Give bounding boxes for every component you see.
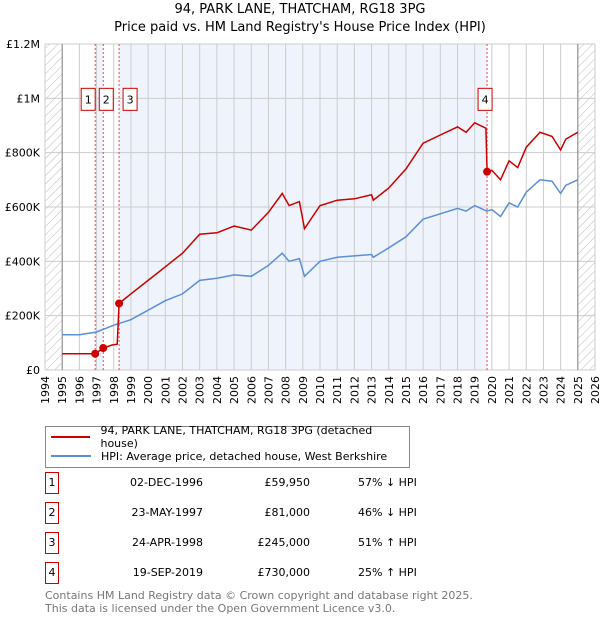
sale-marker: 1 — [45, 472, 59, 494]
y-tick-label: £0 — [26, 364, 40, 377]
chart-title: 94, PARK LANE, THATCHAM, RG18 3PG — [174, 2, 426, 17]
x-tick-label: 2008 — [280, 376, 293, 404]
y-tick-label: £1M — [17, 92, 41, 105]
sale-point — [483, 167, 492, 176]
sale-label: 1 — [85, 93, 92, 106]
x-tick-label: 2026 — [589, 376, 600, 404]
x-tick-label: 2007 — [262, 376, 275, 404]
sale-label-box — [80, 87, 96, 111]
x-tick-label: 1995 — [56, 376, 69, 404]
legend: 94, PARK LANE, THATCHAM, RG18 3PG (detac… — [45, 424, 410, 468]
legend-label: 94, PARK LANE, THATCHAM, RG18 3PG (detac… — [100, 424, 373, 450]
x-tick-label: 2005 — [228, 376, 241, 404]
price-chart: 1994 1995 1996 1997 1998 1999 2000 2001 2002 2003… — [5, 38, 600, 404]
legend-swatch-blue — [51, 455, 91, 457]
sale-marker: 3 — [45, 532, 59, 554]
x-tick-label: 2017 — [434, 376, 447, 404]
x-tick-label: 2021 — [503, 376, 516, 404]
x-tick-label: 2025 — [572, 376, 585, 404]
sale-row: 3 24-APR-1998 £245,000 51% ↑ HPI — [45, 532, 445, 554]
x-tick-label: 2006 — [245, 376, 258, 404]
x-tick-label: 2022 — [520, 376, 533, 404]
sale-price: £81,000 — [264, 506, 311, 519]
y-tick-label: £400K — [5, 255, 41, 268]
x-tick-label: 2019 — [469, 376, 482, 404]
sale-date: 19-SEP-2019 — [132, 566, 203, 579]
sale-price: £730,000 — [257, 566, 311, 579]
x-tick-label: 2013 — [366, 376, 379, 404]
sale-price: £245,000 — [257, 536, 311, 549]
sale-label: 2 — [103, 93, 110, 106]
x-tick-label: 1996 — [73, 376, 86, 404]
x-tick-label: 2016 — [417, 376, 430, 404]
sale-label-box — [98, 87, 114, 111]
sale-point — [91, 349, 100, 358]
sale-price: £59,950 — [264, 476, 311, 489]
sale-point — [115, 299, 124, 308]
sale-row: 1 02-DEC-1996 £59,950 57% ↓ HPI — [45, 472, 445, 494]
sale-label: 4 — [482, 93, 489, 106]
property-price-line — [62, 121, 579, 355]
x-tick-label: 2012 — [348, 376, 361, 404]
legend-item-property: 94, PARK LANE, THATCHAM, RG18 3PG (detac… — [51, 424, 409, 450]
x-tick-label: 2023 — [537, 376, 550, 404]
x-tick-label: 1999 — [125, 376, 138, 404]
y-tick-label: £600K — [5, 201, 41, 214]
sale-label-box — [122, 87, 138, 111]
sale-hpi-diff: 25% ↑ HPI — [358, 566, 417, 579]
sale-date: 02-DEC-1996 — [129, 476, 203, 489]
sale-point — [99, 343, 108, 352]
y-tick-label: £200K — [5, 310, 41, 323]
sale-row: 2 23-MAY-1997 £81,000 46% ↓ HPI — [45, 502, 445, 524]
sale-hpi-diff: 57% ↓ HPI — [358, 476, 417, 489]
sale-hpi-diff: 51% ↑ HPI — [358, 536, 417, 549]
sale-date: 24-APR-1998 — [131, 536, 203, 549]
sale-marker: 4 — [45, 562, 59, 584]
x-tick-label: 2003 — [194, 376, 207, 404]
sale-row: 4 19-SEP-2019 £730,000 25% ↑ HPI — [45, 562, 445, 584]
y-tick-label: £800K — [5, 147, 41, 160]
x-tick-label: 2020 — [486, 376, 499, 404]
x-tick-label: 2014 — [383, 376, 396, 404]
y-tick-label: £1.2M — [6, 38, 40, 51]
x-tick-label: 2024 — [555, 376, 568, 404]
x-tick-label: 2002 — [177, 376, 190, 404]
x-tick-label: 1994 — [39, 376, 52, 404]
sale-label-box — [477, 87, 493, 111]
x-tick-label: 2010 — [314, 376, 327, 404]
x-tick-label: 1998 — [108, 376, 121, 404]
footer-line-2: This data is licensed under the Open Gov… — [45, 602, 396, 615]
legend-label: HPI: Average price, detached house, West… — [101, 449, 388, 463]
x-tick-label: 2004 — [211, 376, 224, 404]
x-tick-label: 2000 — [142, 376, 155, 404]
footer-line-1: Contains HM Land Registry data © Crown c… — [45, 589, 473, 602]
legend-swatch-red — [51, 436, 91, 438]
legend-item-hpi: HPI: Average price, detached house, West… — [51, 447, 387, 465]
x-tick-label: 1997 — [91, 376, 104, 404]
hpi-line — [62, 179, 579, 336]
x-tick-label: 2011 — [331, 376, 344, 404]
footer: Contains HM Land Registry data © Crown c… — [45, 589, 473, 615]
chart-subtitle: Price paid vs. HM Land Registry's House … — [114, 20, 486, 35]
sale-hpi-diff: 46% ↓ HPI — [358, 506, 417, 519]
x-tick-label: 2015 — [400, 376, 413, 404]
sale-marker: 2 — [45, 502, 59, 524]
x-tick-label: 2009 — [297, 376, 310, 404]
x-tick-label: 2001 — [159, 376, 172, 404]
x-tick-label: 2018 — [452, 376, 465, 404]
sale-date: 23-MAY-1997 — [131, 506, 203, 519]
sale-label: 3 — [127, 93, 134, 106]
